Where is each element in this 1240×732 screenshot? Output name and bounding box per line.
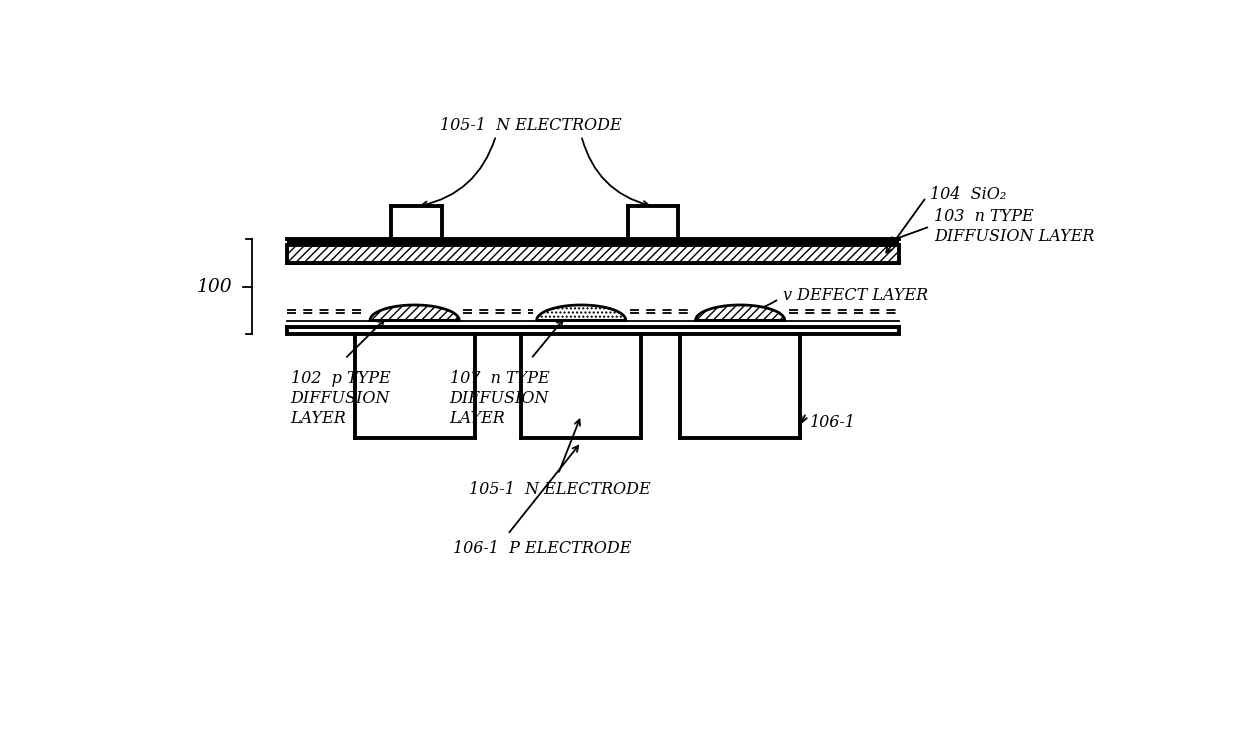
Bar [286,239,899,245]
Bar [286,321,899,326]
Text: v DEFECT LAYER: v DEFECT LAYER [782,287,928,305]
Text: 100: 100 [197,277,233,296]
Bar [627,206,678,239]
Text: 106-1  P ELECTRODE: 106-1 P ELECTRODE [454,539,631,557]
Text: 103  n TYPE
DIFFUSION LAYER: 103 n TYPE DIFFUSION LAYER [934,208,1094,244]
Polygon shape [696,305,785,321]
Text: 104  SiO₂: 104 SiO₂ [930,187,1006,203]
Bar [392,206,441,239]
Text: 102  p TYPE
DIFFUSION
LAYER: 102 p TYPE DIFFUSION LAYER [290,370,391,427]
Text: 106-1: 106-1 [810,414,856,431]
Text: 105-1  N ELECTRODE: 105-1 N ELECTRODE [440,117,621,134]
Text: 105-1  N ELECTRODE: 105-1 N ELECTRODE [469,480,651,498]
Bar [286,326,899,335]
Bar [286,245,899,263]
Polygon shape [370,305,459,321]
Polygon shape [537,305,626,321]
Text: 107  n TYPE
DIFFUSION
LAYER: 107 n TYPE DIFFUSION LAYER [449,370,549,427]
